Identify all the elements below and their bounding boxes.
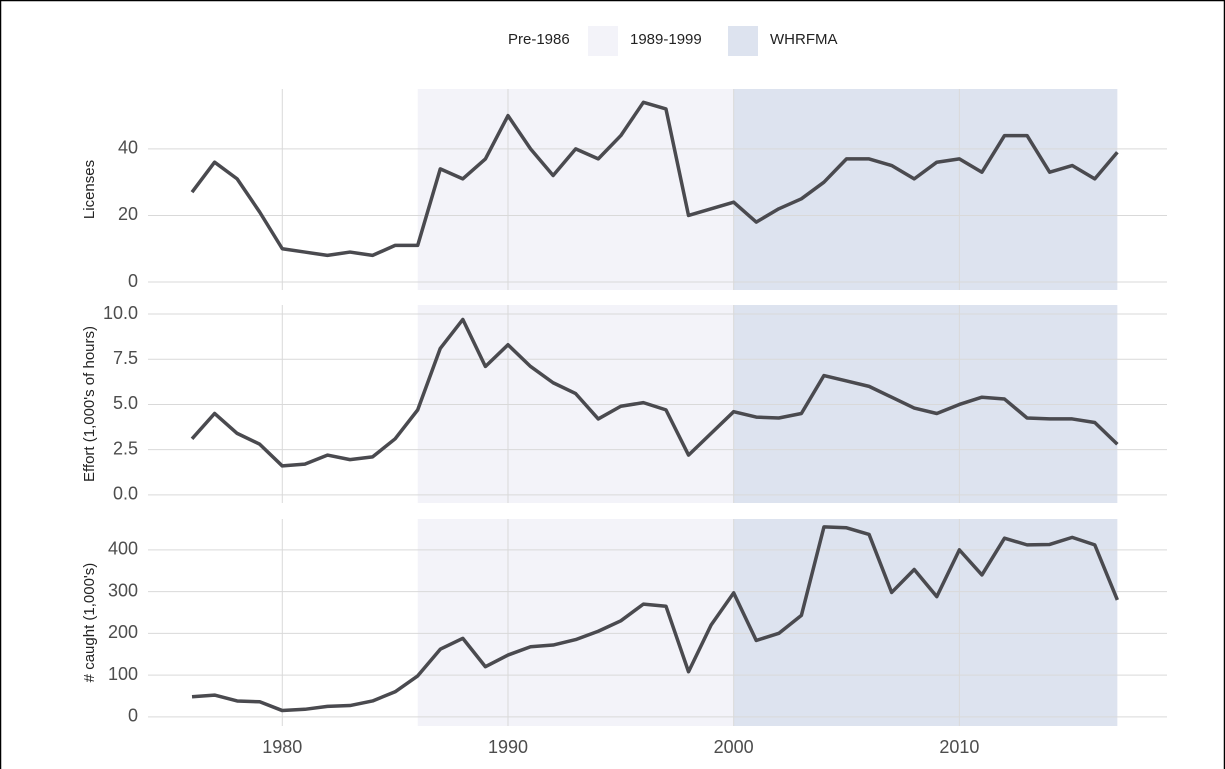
period-shade — [417, 89, 734, 290]
y-tick-label: 0.0 — [113, 484, 138, 504]
legend-label: Pre-1986 — [508, 31, 570, 48]
period-shade — [192, 89, 418, 290]
period-shade — [733, 519, 1118, 726]
y-tick-label: 2.5 — [113, 438, 138, 458]
y-tick-label: 20 — [118, 204, 138, 224]
y-tick-label: 7.5 — [113, 348, 138, 368]
y-tick-label: 400 — [108, 539, 138, 559]
period-shade — [192, 519, 418, 726]
period-shade — [417, 519, 734, 726]
x-tick-label: 2000 — [714, 737, 754, 757]
y-tick-label: 0 — [128, 706, 138, 726]
x-tick-label: 1980 — [262, 737, 302, 757]
data-line — [191, 525, 1119, 713]
y-tick-label: 10.0 — [103, 303, 138, 323]
legend-swatch — [728, 26, 758, 56]
legend-label: WHRFMA — [770, 31, 838, 48]
y-tick-label: 100 — [108, 664, 138, 684]
legend-label: 1989-1999 — [630, 31, 702, 48]
legend-swatch — [588, 26, 618, 56]
y-tick-label: 5.0 — [113, 393, 138, 413]
data-line — [190, 317, 1119, 468]
y-axis-title: # caught (1,000's) — [81, 563, 98, 683]
y-tick-label: 40 — [118, 138, 138, 158]
y-tick-label: 200 — [108, 622, 138, 642]
y-tick-label: 0 — [128, 271, 138, 291]
x-tick-label: 2010 — [939, 737, 979, 757]
data-line — [190, 100, 1119, 258]
y-tick-label: 300 — [108, 580, 138, 600]
x-tick-label: 1990 — [488, 737, 528, 757]
legend-swatch — [466, 26, 496, 56]
y-axis-title: Effort (1,000's of hours) — [81, 326, 98, 482]
period-shade — [733, 89, 1118, 290]
y-axis-title: Licenses — [81, 160, 98, 219]
